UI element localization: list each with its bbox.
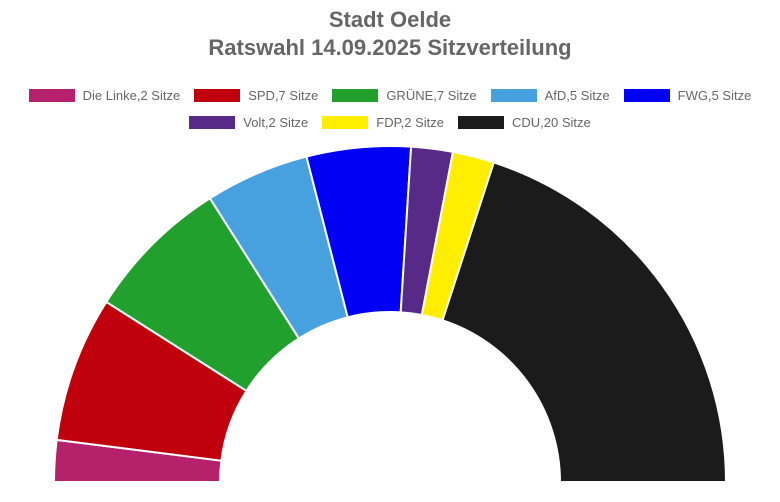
legend-label: SPD,7 Sitze xyxy=(248,88,319,103)
legend-item[interactable]: CDU,20 Sitze xyxy=(457,115,591,130)
legend-label: FDP,2 Sitze xyxy=(376,115,444,130)
chart-title: Stadt Oelde xyxy=(328,7,452,32)
legend-label: CDU,20 Sitze xyxy=(511,115,591,130)
legend-item[interactable]: SPD,7 Sitze xyxy=(194,88,318,103)
legend-swatch xyxy=(28,89,75,102)
legend-item[interactable]: Die Linke,2 Sitze xyxy=(28,88,181,103)
legend-item[interactable]: FDP,2 Sitze xyxy=(322,115,444,130)
legend-item[interactable]: AfD,5 Sitze xyxy=(490,88,610,103)
legend: Volt,2 Sitze FDP,2 Sitze CDU,20 Sitze xyxy=(0,115,780,130)
chart-subtitle: Ratswahl 14.09.2025 Sitzverteilung xyxy=(208,35,572,60)
legend-swatch xyxy=(189,116,236,129)
seat-segment-cdu[interactable] xyxy=(441,161,728,483)
legend: Die Linke,2 Sitze SPD,7 Sitze GRÜNE,7 Sitz… xyxy=(0,88,780,103)
legend-item[interactable]: GRÜNE,7 Sitze xyxy=(332,88,477,103)
legend-label: Die Linke,2 Sitze xyxy=(82,88,181,103)
legend-swatch xyxy=(332,89,379,102)
legend-swatch xyxy=(623,89,670,102)
legend-label: Volt,2 Sitze xyxy=(243,115,309,130)
legend-swatch xyxy=(194,89,241,102)
legend-swatch xyxy=(490,89,537,102)
legend-label: FWG,5 Sitze xyxy=(677,88,752,103)
legend-label: GRÜNE,7 Sitze xyxy=(386,88,477,103)
legend-label: AfD,5 Sitze xyxy=(544,88,610,103)
legend-swatch xyxy=(457,116,504,129)
legend-item[interactable]: Volt,2 Sitze xyxy=(189,115,308,130)
legend-item[interactable]: FWG,5 Sitze xyxy=(623,88,752,103)
legend-swatch xyxy=(322,116,369,129)
